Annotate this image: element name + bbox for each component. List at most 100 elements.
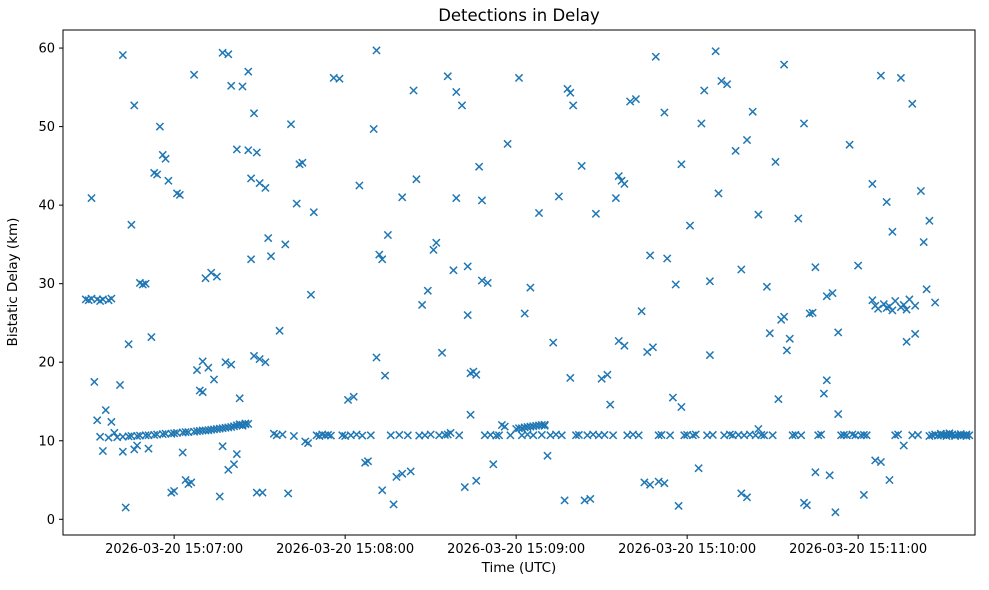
scatter-point-x-marker bbox=[227, 81, 236, 90]
scatter-point-x-marker bbox=[620, 341, 629, 350]
y-tick-label: 10 bbox=[38, 434, 55, 449]
scatter-point-x-marker bbox=[355, 181, 364, 190]
scatter-point-x-marker bbox=[577, 161, 586, 171]
plot-border bbox=[62, 29, 976, 536]
scatter-point-x-marker bbox=[714, 189, 723, 198]
scatter-point-x-marker bbox=[323, 430, 333, 440]
scatter-point-x-marker bbox=[93, 416, 102, 425]
scatter-point-x-marker bbox=[169, 486, 179, 496]
scatter-point-x-marker bbox=[494, 431, 504, 440]
scatter-point-x-marker bbox=[899, 441, 908, 450]
scatter-point-x-marker bbox=[398, 193, 407, 202]
scatter-point-x-marker bbox=[717, 76, 726, 86]
x-tick-label: 2026-03-20 15:07:00 bbox=[105, 542, 243, 557]
scatter-point-x-marker bbox=[383, 230, 393, 240]
scatter-point-x-marker bbox=[876, 457, 886, 467]
scatter-point-x-marker bbox=[455, 431, 464, 440]
axis-ticks bbox=[59, 47, 859, 539]
scatter-point-x-marker bbox=[244, 146, 253, 155]
scatter-point-x-marker bbox=[660, 479, 669, 488]
scatter-point-x-marker bbox=[902, 305, 911, 314]
scatter-point-x-marker bbox=[645, 480, 655, 489]
scatter-point-x-marker bbox=[246, 174, 256, 183]
scatter-point-x-marker bbox=[799, 119, 809, 128]
scatter-point-x-marker bbox=[281, 240, 290, 249]
scatter-point-x-marker bbox=[802, 501, 812, 510]
scatter-point-x-marker bbox=[452, 193, 461, 203]
scatter-point-x-marker bbox=[138, 280, 147, 289]
scatter-point-x-marker bbox=[178, 448, 187, 457]
scatter-point-x-marker bbox=[249, 351, 259, 361]
scatter-point-x-marker bbox=[309, 208, 318, 217]
scatter-point-x-marker bbox=[432, 238, 441, 247]
scatter-point-x-marker bbox=[244, 419, 253, 429]
scatter-point-x-marker bbox=[132, 441, 142, 450]
scatter-point-x-marker bbox=[303, 438, 313, 448]
scatter-point-x-marker bbox=[520, 309, 529, 318]
scatter-point-x-marker bbox=[916, 186, 926, 196]
scatter-point-x-marker bbox=[258, 488, 267, 497]
scatter-point-x-marker bbox=[660, 108, 669, 117]
scatter-point-x-marker bbox=[825, 471, 834, 480]
scatter-point-x-marker bbox=[600, 430, 609, 440]
scatter-point-x-marker bbox=[492, 431, 501, 440]
scatter-point-x-marker bbox=[586, 494, 595, 504]
scatter-point-x-marker bbox=[754, 424, 763, 434]
scatter-point-x-marker bbox=[822, 376, 831, 385]
scatter-point-x-marker bbox=[805, 309, 814, 318]
scatter-point-x-marker bbox=[503, 139, 512, 149]
scatter-point-x-marker bbox=[814, 431, 823, 440]
scatter-point-x-marker bbox=[722, 80, 732, 89]
scatter-point-x-marker bbox=[668, 393, 678, 402]
scatter-point-x-marker bbox=[882, 197, 891, 207]
scatter-point-x-marker bbox=[711, 47, 720, 56]
scatter-point-x-marker bbox=[534, 208, 544, 218]
scatter-point-x-marker bbox=[540, 421, 549, 430]
scatter-point-x-marker bbox=[395, 430, 404, 440]
scatter-point-x-marker bbox=[566, 88, 575, 97]
scatter-point-x-marker bbox=[358, 431, 367, 440]
scatter-point-x-marker bbox=[335, 74, 344, 83]
scatter-point-x-marker bbox=[853, 261, 863, 270]
scatter-point-x-marker bbox=[529, 431, 538, 440]
scatter-point-x-marker bbox=[378, 486, 387, 495]
scatter-point-x-marker bbox=[181, 475, 190, 485]
scatter-point-x-marker bbox=[398, 469, 407, 478]
scatter-point-x-marker bbox=[737, 489, 746, 498]
scatter-point-x-marker bbox=[828, 288, 837, 298]
scatter-point-x-marker bbox=[349, 392, 358, 401]
scatter-point-x-marker bbox=[888, 227, 897, 236]
scatter-point-x-marker bbox=[187, 478, 196, 487]
scatter-point-x-marker bbox=[474, 162, 484, 171]
scatter-point-x-marker bbox=[452, 87, 461, 97]
scatter-point-x-marker bbox=[654, 431, 663, 440]
scatter-point-x-marker bbox=[207, 268, 216, 277]
scatter-point-x-marker bbox=[338, 431, 347, 440]
scatter-point-x-marker bbox=[779, 60, 789, 69]
scatter-point-x-marker bbox=[141, 431, 150, 440]
scatter-point-x-marker bbox=[859, 490, 869, 500]
scatter-point-x-marker bbox=[566, 373, 575, 383]
scatter-point-x-marker bbox=[859, 430, 869, 440]
scatter-point-x-marker bbox=[811, 263, 820, 272]
scatter-point-x-marker bbox=[919, 237, 928, 247]
scatter-point-x-marker bbox=[888, 306, 897, 315]
scatter-point-x-marker bbox=[380, 371, 390, 380]
scatter-point-x-marker bbox=[466, 410, 475, 419]
scatter-point-x-marker bbox=[677, 402, 686, 412]
scatter-point-x-marker bbox=[124, 432, 133, 441]
scatter-point-x-marker bbox=[771, 157, 780, 167]
scatter-point-x-marker bbox=[614, 171, 623, 181]
scatter-point-x-marker bbox=[232, 449, 241, 459]
scatter-point-x-marker bbox=[483, 278, 492, 288]
scatter-point-x-marker bbox=[705, 350, 715, 360]
x-axis-label: Time (UTC) bbox=[481, 560, 557, 576]
scatter-point-x-marker bbox=[204, 363, 213, 372]
scatter-point-x-marker bbox=[549, 338, 558, 347]
scatter-point-x-marker bbox=[130, 101, 139, 110]
scatter-point-x-marker bbox=[457, 101, 467, 110]
scatter-point-x-marker bbox=[278, 430, 287, 439]
scatter-point-x-marker bbox=[816, 430, 826, 439]
scatter-point-x-marker bbox=[671, 280, 680, 289]
scatter-point-x-marker bbox=[591, 209, 601, 218]
